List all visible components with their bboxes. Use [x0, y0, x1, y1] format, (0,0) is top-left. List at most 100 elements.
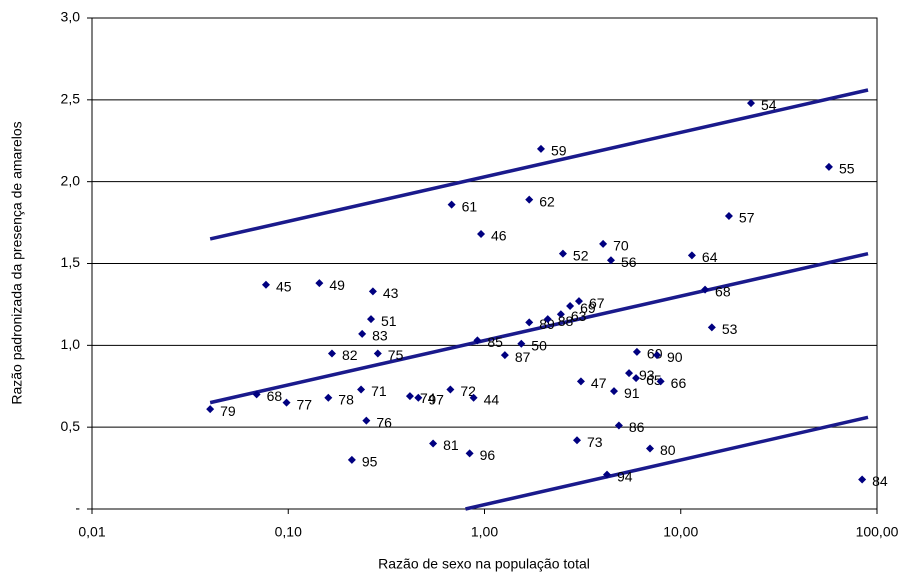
point-label: 65	[646, 372, 662, 388]
point-label: 80	[660, 442, 676, 458]
point	[599, 239, 608, 248]
point-label: 79	[220, 403, 236, 419]
point	[724, 212, 733, 221]
point	[858, 475, 867, 484]
point	[558, 249, 567, 258]
y-tick-label: 2,0	[61, 172, 81, 188]
trend-line	[465, 415, 869, 511]
point	[324, 393, 333, 402]
point	[362, 416, 371, 425]
point-label: 78	[338, 391, 354, 407]
point	[517, 339, 526, 348]
point-label: 73	[587, 434, 603, 450]
point-label: 66	[671, 375, 687, 391]
y-tick-label: 1,5	[61, 254, 81, 270]
point-label: 46	[491, 228, 507, 244]
point-label: 97	[428, 391, 444, 407]
point-label: 71	[371, 383, 387, 399]
point-label: 68	[267, 388, 283, 404]
point-label: 70	[613, 238, 629, 254]
point-label: 75	[388, 347, 404, 363]
point-label: 49	[329, 277, 345, 293]
point-label: 88	[558, 313, 574, 329]
point-label: 54	[761, 97, 777, 113]
point	[566, 302, 575, 311]
point	[347, 455, 356, 464]
point-label: 69	[580, 300, 596, 316]
point	[525, 318, 534, 327]
point	[261, 280, 270, 289]
point	[687, 251, 696, 260]
point	[469, 393, 478, 402]
point-label: 90	[667, 349, 683, 365]
point	[373, 349, 382, 358]
point-label: 59	[551, 143, 567, 159]
point	[525, 195, 534, 204]
point	[500, 351, 509, 360]
point-label: 55	[839, 161, 855, 177]
point	[366, 315, 375, 324]
x-tick-label: 0,01	[78, 524, 105, 540]
point-label: 83	[372, 328, 388, 344]
point-label: 95	[362, 454, 378, 470]
point-label: 62	[539, 193, 555, 209]
point	[473, 336, 482, 345]
point	[556, 310, 565, 319]
point	[645, 444, 654, 453]
x-axis-title: Razão de sexo na população total	[378, 556, 590, 572]
y-tick-label: 0,5	[61, 418, 81, 434]
point-label: 85	[487, 334, 503, 350]
point	[327, 349, 336, 358]
point-label: 61	[462, 198, 478, 214]
point	[357, 385, 366, 394]
point	[632, 347, 641, 356]
point	[282, 398, 291, 407]
plot-border	[91, 17, 878, 510]
point-label: 87	[515, 349, 531, 365]
point	[625, 369, 634, 378]
point-label: 68	[715, 283, 731, 299]
point-label: 89	[539, 316, 555, 332]
point	[653, 351, 662, 360]
point-label: 77	[297, 396, 313, 412]
point	[632, 374, 641, 383]
y-axis-title: Razão padronizada da presença de amarelo…	[9, 121, 25, 404]
point	[536, 144, 545, 153]
point-label: 81	[443, 437, 459, 453]
point-label: 50	[531, 337, 547, 353]
point-label: 47	[591, 375, 607, 391]
point-label: 67	[589, 295, 605, 311]
point	[543, 315, 552, 324]
point	[656, 377, 665, 386]
trend-line	[209, 88, 869, 241]
point-label: 52	[573, 247, 589, 263]
point	[206, 405, 215, 414]
point	[606, 256, 615, 265]
point-label: 86	[629, 419, 645, 435]
point	[576, 377, 585, 386]
y-tick-label: -	[75, 500, 80, 516]
point	[358, 329, 367, 338]
point-label: 56	[621, 254, 637, 270]
point	[446, 385, 455, 394]
point-label: 94	[617, 468, 633, 484]
y-tick-label: 1,0	[61, 336, 81, 352]
point-label: 84	[872, 473, 888, 489]
point-label: 57	[739, 210, 755, 226]
point	[465, 449, 474, 458]
point-label: 91	[624, 385, 640, 401]
point	[746, 99, 755, 108]
point-label: 96	[480, 447, 496, 463]
point-label: 51	[381, 313, 397, 329]
point-label: 76	[376, 414, 392, 430]
point-label: 74	[420, 390, 436, 406]
point	[405, 392, 414, 401]
point-label: 63	[571, 308, 587, 324]
y-tick-label: 3,0	[61, 9, 81, 25]
point	[572, 436, 581, 445]
point	[603, 470, 612, 479]
point-label: 93	[639, 367, 655, 383]
x-tick-label: 1,00	[471, 524, 498, 540]
point	[574, 297, 583, 306]
point-label: 53	[722, 321, 738, 337]
